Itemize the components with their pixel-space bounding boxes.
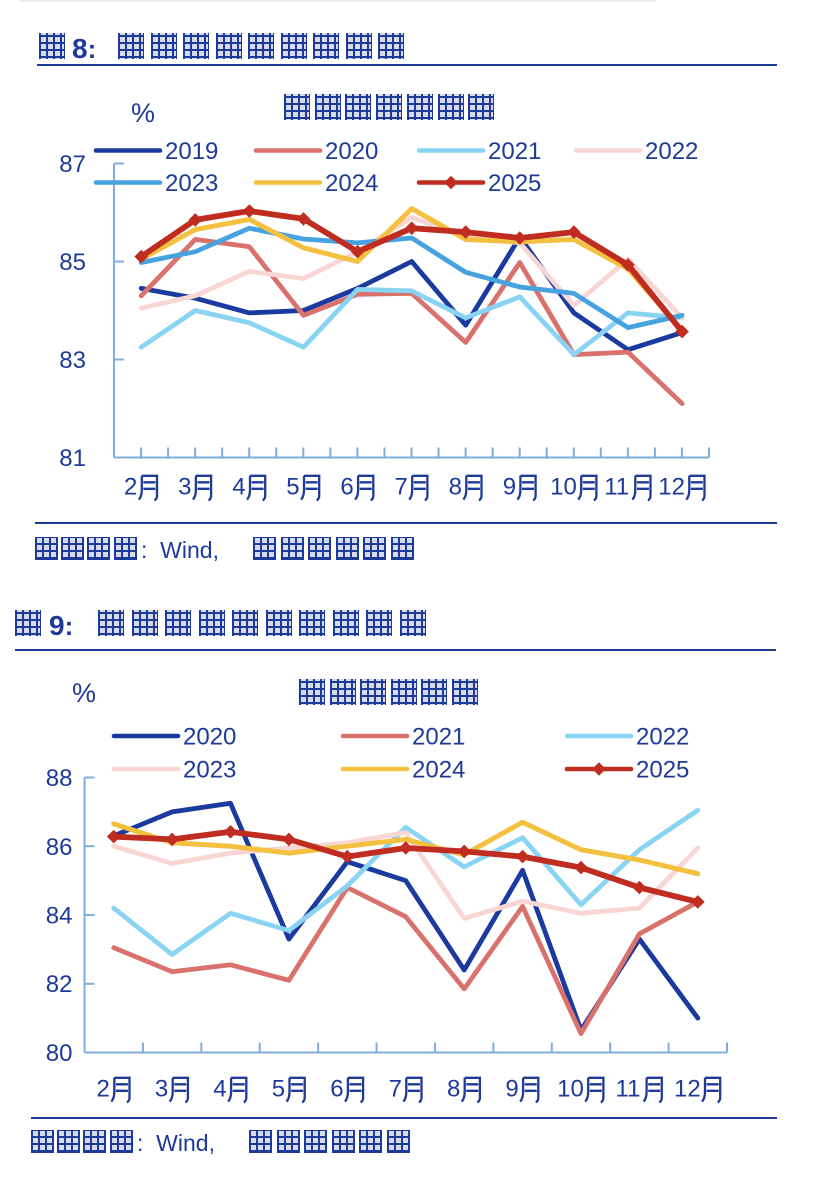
svg-text:7: 7 bbox=[395, 474, 408, 501]
svg-text:10: 10 bbox=[557, 1076, 584, 1103]
svg-text:2024: 2024 bbox=[325, 170, 378, 197]
svg-text:2024: 2024 bbox=[412, 757, 465, 784]
svg-text:5: 5 bbox=[286, 474, 299, 501]
svg-text:86: 86 bbox=[46, 834, 73, 861]
svg-text:2: 2 bbox=[97, 1076, 110, 1103]
svg-text:5: 5 bbox=[272, 1076, 285, 1103]
svg-text:84: 84 bbox=[46, 903, 73, 930]
svg-text:4: 4 bbox=[232, 474, 245, 501]
svg-text:12: 12 bbox=[658, 474, 685, 501]
svg-text:6: 6 bbox=[330, 1076, 343, 1103]
svg-text:3: 3 bbox=[178, 474, 191, 501]
svg-text:2: 2 bbox=[124, 474, 137, 501]
svg-text:4: 4 bbox=[213, 1076, 226, 1103]
svg-text:9: 9 bbox=[505, 1076, 518, 1103]
svg-text:6: 6 bbox=[340, 474, 353, 501]
svg-text:88: 88 bbox=[46, 765, 73, 792]
svg-text:2021: 2021 bbox=[488, 138, 541, 165]
svg-text:2020: 2020 bbox=[183, 724, 236, 751]
svg-text:3: 3 bbox=[155, 1076, 168, 1103]
svg-text:2022: 2022 bbox=[636, 724, 689, 751]
svg-text:2021: 2021 bbox=[412, 724, 465, 751]
svg-text:2022: 2022 bbox=[645, 138, 698, 165]
svg-text:2025: 2025 bbox=[636, 757, 689, 784]
svg-text:2023: 2023 bbox=[183, 757, 236, 784]
svg-text:11: 11 bbox=[616, 1076, 641, 1103]
svg-text:87: 87 bbox=[59, 151, 86, 178]
svg-text:8: 8 bbox=[447, 1076, 460, 1103]
svg-text:2025: 2025 bbox=[488, 170, 541, 197]
svg-text:7: 7 bbox=[389, 1076, 402, 1103]
svg-text:81: 81 bbox=[59, 445, 86, 472]
svg-text:82: 82 bbox=[46, 971, 73, 998]
svg-text:2020: 2020 bbox=[325, 138, 378, 165]
svg-text:9: 9 bbox=[503, 474, 516, 501]
svg-text:10: 10 bbox=[550, 474, 577, 501]
svg-text:80: 80 bbox=[46, 1040, 73, 1067]
svg-text:2023: 2023 bbox=[165, 170, 218, 197]
svg-text:85: 85 bbox=[59, 249, 86, 276]
svg-text:11: 11 bbox=[604, 474, 629, 501]
svg-text:2019: 2019 bbox=[165, 138, 218, 165]
svg-text:12: 12 bbox=[674, 1076, 701, 1103]
svg-text:83: 83 bbox=[59, 347, 86, 374]
svg-text:8: 8 bbox=[449, 474, 462, 501]
